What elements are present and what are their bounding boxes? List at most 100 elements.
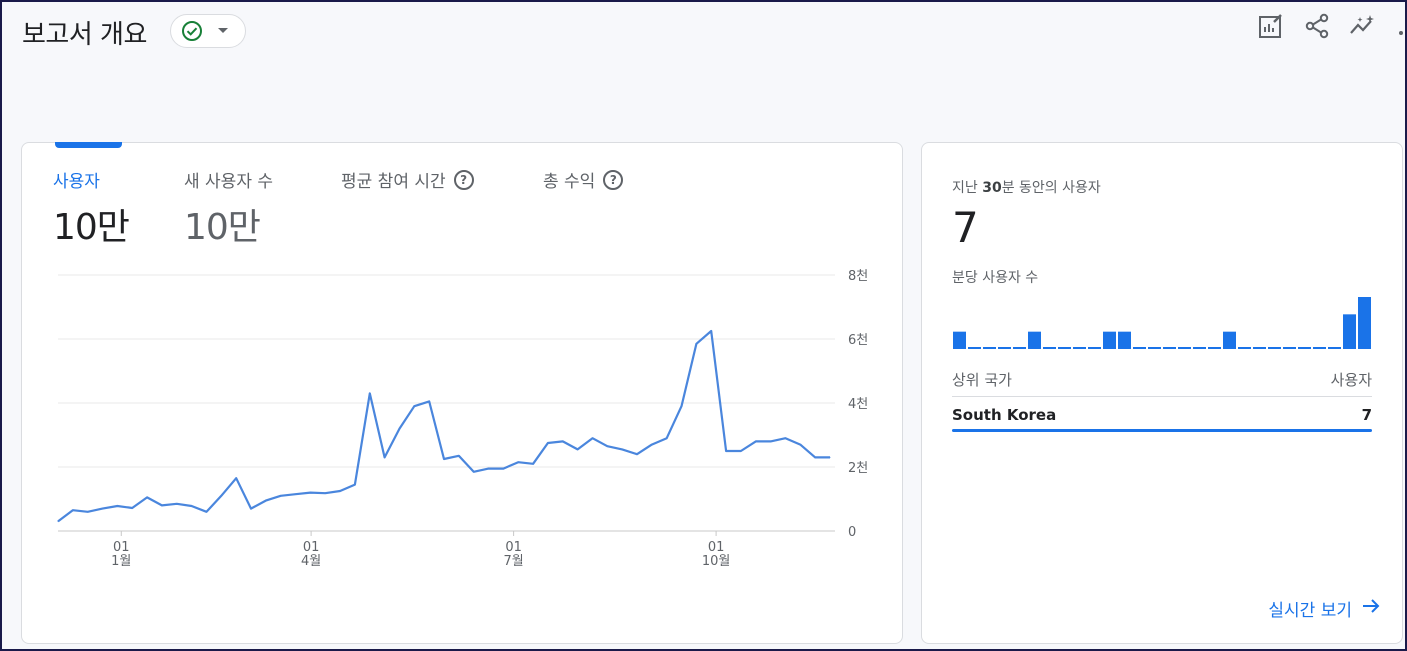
minute-bar[interactable] (1283, 347, 1296, 349)
metric-label: 사용자 (53, 172, 100, 192)
data-point (280, 495, 282, 497)
x-tick-month: 1월 (111, 554, 131, 569)
minute-bar[interactable] (1253, 347, 1266, 349)
data-point (131, 507, 133, 509)
data-point (681, 405, 683, 407)
table-row[interactable]: South Korea 7 (952, 399, 1372, 431)
data-point (146, 496, 148, 498)
data-point (651, 444, 653, 446)
minute-bar[interactable] (983, 347, 996, 349)
minute-bar[interactable] (1328, 347, 1341, 349)
data-point (606, 445, 608, 447)
minute-bar[interactable] (1103, 331, 1116, 349)
minute-bar[interactable] (1043, 347, 1056, 349)
minute-bar[interactable] (968, 347, 981, 349)
data-point (309, 492, 311, 494)
caret-down-icon (217, 27, 229, 35)
data-point (799, 444, 801, 446)
minute-bar[interactable] (1223, 331, 1236, 349)
realtime-title: 지난 30분 동안의 사용자 (952, 177, 1101, 197)
data-point (755, 440, 757, 442)
data-point (384, 456, 386, 458)
page-title: 보고서 개요 (22, 20, 147, 50)
status-dropdown[interactable] (170, 14, 246, 48)
minute-bar[interactable] (1013, 347, 1026, 349)
view-realtime-link[interactable]: 실시간 보기 (1268, 596, 1380, 621)
data-point (354, 484, 356, 486)
data-point (191, 505, 193, 507)
data-point (339, 490, 341, 492)
minute-bar[interactable] (1208, 347, 1221, 349)
more-icon[interactable] (1395, 12, 1405, 40)
data-point (562, 440, 564, 442)
minute-bar[interactable] (1148, 347, 1161, 349)
minute-bar[interactable] (1073, 347, 1086, 349)
data-point (57, 520, 59, 522)
data-point (235, 477, 237, 479)
data-point (473, 471, 475, 473)
tab-users[interactable]: 사용자 10만 (53, 167, 130, 250)
data-point (488, 468, 490, 470)
data-point (725, 450, 727, 452)
y-tick-label: 4천 (848, 397, 868, 412)
tab-total-revenue[interactable]: 총 수익 ? (543, 167, 624, 192)
data-point (547, 442, 549, 444)
y-tick-label: 6천 (848, 333, 868, 348)
data-point (577, 448, 579, 450)
minute-bar[interactable] (1028, 331, 1041, 349)
x-tick-month: 10월 (702, 554, 731, 569)
realtime-title-suffix: 분 동안의 사용자 (1001, 180, 1101, 196)
country-table-header: 상위 국가 사용자 (952, 369, 1372, 397)
minute-bar[interactable] (1298, 347, 1311, 349)
share-icon[interactable] (1303, 12, 1331, 40)
data-point (695, 343, 697, 345)
country-users: 7 (1361, 406, 1372, 424)
minute-bar[interactable] (1358, 297, 1371, 349)
data-point (829, 456, 831, 458)
minute-bar[interactable] (1118, 331, 1131, 349)
minute-bar[interactable] (1178, 347, 1191, 349)
minute-bar[interactable] (998, 347, 1011, 349)
realtime-title-prefix: 지난 (952, 180, 978, 196)
data-point (443, 458, 445, 460)
data-point (428, 400, 430, 402)
active-tab-indicator (55, 142, 122, 148)
data-point (295, 493, 297, 495)
data-point (814, 456, 816, 458)
data-point (784, 437, 786, 439)
country-name: South Korea (952, 406, 1057, 424)
minute-bar[interactable] (953, 331, 966, 349)
minute-bar[interactable] (1193, 347, 1206, 349)
toolbar (1257, 12, 1405, 40)
minute-bar[interactable] (1133, 347, 1146, 349)
x-tick-month: 4월 (301, 554, 321, 569)
tab-avg-engagement[interactable]: 평균 참여 시간 ? (341, 167, 474, 192)
data-point (161, 504, 163, 506)
view-realtime-label: 실시간 보기 (1268, 601, 1352, 621)
help-icon[interactable]: ? (453, 169, 474, 190)
help-icon[interactable]: ? (603, 169, 624, 190)
data-point (636, 453, 638, 455)
data-point (250, 508, 252, 510)
realtime-users-value: 7 (952, 203, 979, 252)
minute-bar[interactable] (1088, 347, 1101, 349)
users-column-header: 사용자 (1330, 371, 1372, 389)
data-point (458, 455, 460, 457)
minute-bar[interactable] (1343, 314, 1356, 349)
tab-new-users[interactable]: 새 사용자 수 10만 (184, 167, 273, 250)
arrow-right-icon (1362, 598, 1380, 619)
minute-bar[interactable] (1268, 347, 1281, 349)
data-point (265, 500, 267, 502)
data-point (517, 461, 519, 463)
minute-bar[interactable] (1238, 347, 1251, 349)
x-tick-day: 01 (708, 540, 725, 555)
data-point (176, 503, 178, 505)
edit-report-icon[interactable] (1257, 12, 1285, 40)
data-point (398, 428, 400, 430)
y-tick-label: 2천 (848, 461, 868, 476)
insights-icon[interactable] (1349, 12, 1377, 40)
realtime-card: 지난 30분 동안의 사용자 7 분당 사용자 수 상위 국가 사용자 Sout… (921, 142, 1403, 644)
minute-bar[interactable] (1058, 347, 1071, 349)
minute-bar[interactable] (1163, 347, 1176, 349)
minute-bar[interactable] (1313, 347, 1326, 349)
